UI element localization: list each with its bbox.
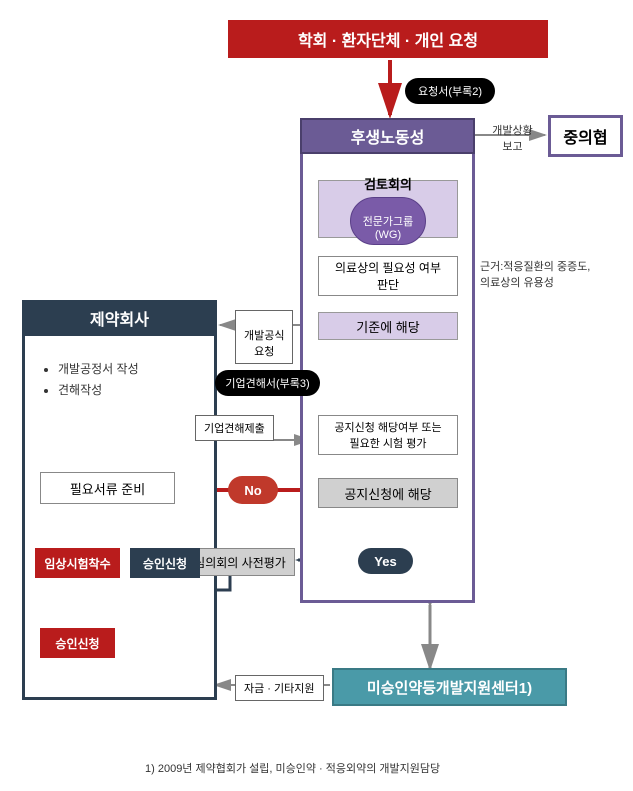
opinion-write-item: 견해작성 bbox=[58, 381, 139, 398]
dev-plan-item: 개발공정서 작성 bbox=[58, 360, 139, 377]
no-pill: No bbox=[228, 476, 278, 504]
pre-eval-box: 심의회의 사전평가 bbox=[185, 548, 295, 576]
medical-necessity-box: 의료상의 필요성 여부 판단 bbox=[318, 256, 458, 296]
no-label: No bbox=[244, 483, 261, 498]
approval1-box: 승인신청 bbox=[130, 548, 200, 578]
support-center-box: 미승인약등개발지원센터1) bbox=[332, 668, 567, 706]
approval1-label: 승인신청 bbox=[143, 555, 187, 572]
flowchart-container: 학회 · 환자단체 · 개인 요청 요청서(부록2) 후생노동성 개발상황 보고… bbox=[0, 0, 633, 791]
ministry-label: 후생노동성 bbox=[351, 124, 425, 148]
funding-label-box: 자금 · 기타지원 bbox=[235, 675, 324, 701]
dev-status-label: 개발상황 보고 bbox=[485, 122, 540, 154]
council-box: 중의협 bbox=[548, 115, 623, 157]
prepare-docs-box: 필요서류 준비 bbox=[40, 472, 175, 504]
criteria-match-label: 기준에 해당 bbox=[356, 317, 419, 336]
notice-applies-box: 공지신청에 해당 bbox=[318, 478, 458, 508]
submit-opinion: 기업견해제출 bbox=[195, 415, 274, 441]
criteria-note: 근거:적응질환의 중증도, 의료상의 유용성 bbox=[480, 258, 625, 290]
clinical-trial-box: 임상시험착수 bbox=[35, 548, 120, 578]
approval2-box: 승인신청 bbox=[40, 628, 115, 658]
notice-applies-label: 공지신청에 해당 bbox=[344, 484, 431, 503]
company-opinion-label: 기업견해서(부록3) bbox=[225, 375, 309, 391]
yes-pill: Yes bbox=[358, 548, 413, 574]
footnote: 1) 2009년 제약협회가 설립, 미승인약 · 적응외약의 개발지원담당 bbox=[145, 760, 440, 776]
pharma-label: 제약회사 bbox=[90, 306, 149, 330]
eval-label: 공지신청 해당여부 또는 필요한 시험 평가 bbox=[334, 419, 441, 451]
submit-opinion-label: 기업견해제출 bbox=[204, 423, 265, 435]
pre-eval-label: 심의회의 사전평가 bbox=[194, 554, 286, 571]
review-meeting-box: 검토회의 전문가그룹 (WG) bbox=[318, 180, 458, 238]
request-form-label: 요청서(부록2) bbox=[418, 83, 482, 99]
company-opinion-pill: 기업견해서(부록3) bbox=[215, 370, 320, 396]
expert-group-label: 전문가그룹 (WG) bbox=[363, 216, 414, 241]
criteria-match-box: 기준에 해당 bbox=[318, 312, 458, 340]
support-center-label: 미승인약등개발지원센터1) bbox=[367, 677, 532, 698]
approval2-label: 승인신청 bbox=[55, 635, 99, 652]
ministry-header: 후생노동성 bbox=[300, 118, 475, 154]
funding-label: 자금 · 기타지원 bbox=[244, 683, 315, 695]
prepare-docs-label: 필요서류 준비 bbox=[70, 479, 145, 498]
eval-box: 공지신청 해당여부 또는 필요한 시험 평가 bbox=[318, 415, 458, 455]
pharma-tasks: 개발공정서 작성 견해작성 bbox=[40, 360, 139, 402]
council-label: 중의협 bbox=[563, 124, 607, 148]
top-request-label: 학회 · 환자단체 · 개인 요청 bbox=[298, 27, 478, 51]
dev-official-request-label: 개발공식 요청 bbox=[244, 330, 284, 358]
expert-group-pill: 전문가그룹 (WG) bbox=[350, 197, 427, 245]
pharma-header: 제약회사 bbox=[22, 300, 217, 336]
review-meeting-label: 검토회의 bbox=[364, 174, 412, 193]
clinical-trial-label: 임상시험착수 bbox=[44, 555, 110, 572]
dev-official-request: 개발공식 요청 bbox=[235, 310, 293, 364]
request-form-pill: 요청서(부록2) bbox=[405, 78, 495, 104]
top-request-box: 학회 · 환자단체 · 개인 요청 bbox=[228, 20, 548, 58]
medical-necessity-label: 의료상의 필요성 여부 판단 bbox=[335, 259, 441, 293]
yes-label: Yes bbox=[374, 554, 396, 569]
